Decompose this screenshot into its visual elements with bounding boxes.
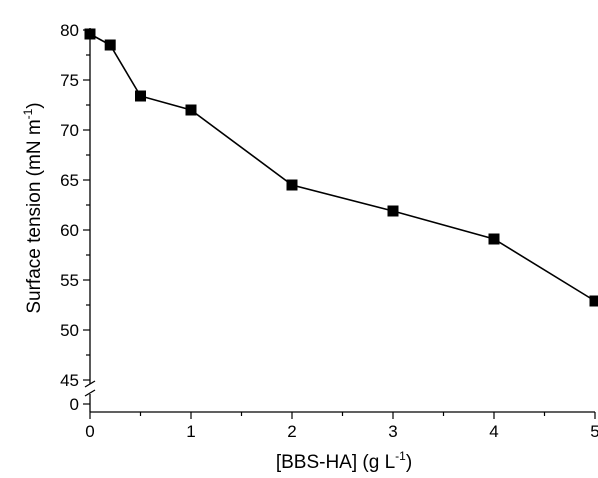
y-tick-label: 65 xyxy=(60,171,79,190)
y-tick-label: 75 xyxy=(60,71,79,90)
y-tick-label: 80 xyxy=(60,21,79,40)
y-tick-label: 50 xyxy=(60,321,79,340)
data-point-marker xyxy=(84,28,96,40)
series-line xyxy=(89,33,596,302)
x-tick-label: 0 xyxy=(85,422,94,441)
x-tick-label: 4 xyxy=(489,422,498,441)
data-point-marker xyxy=(286,179,298,191)
x-tick-label: 2 xyxy=(287,422,296,441)
x-tick-label: 5 xyxy=(590,422,598,441)
x-axis-title: [BBS-HA] (g L-1) xyxy=(276,449,412,473)
y-tick-label: 45 xyxy=(60,371,79,390)
data-point-marker xyxy=(185,104,197,116)
y-axis-break-mark xyxy=(84,380,96,388)
y-axis-break-mark xyxy=(84,389,96,397)
x-tick-label: 1 xyxy=(186,422,195,441)
data-point-marker xyxy=(589,295,598,307)
y-tick-label: 55 xyxy=(60,271,79,290)
series xyxy=(84,28,598,307)
y-tick-label: 70 xyxy=(60,121,79,140)
data-point-marker xyxy=(387,205,399,217)
y-tick-label: 60 xyxy=(60,221,79,240)
data-point-marker xyxy=(135,90,146,102)
x-tick-label: 3 xyxy=(388,422,397,441)
y-axis-title: Surface tension (mN m-1) xyxy=(21,102,45,313)
data-point-marker xyxy=(104,39,116,51)
axes xyxy=(84,28,595,413)
data-point-marker xyxy=(488,233,500,245)
y-tick-label-lower: 0 xyxy=(70,395,79,414)
